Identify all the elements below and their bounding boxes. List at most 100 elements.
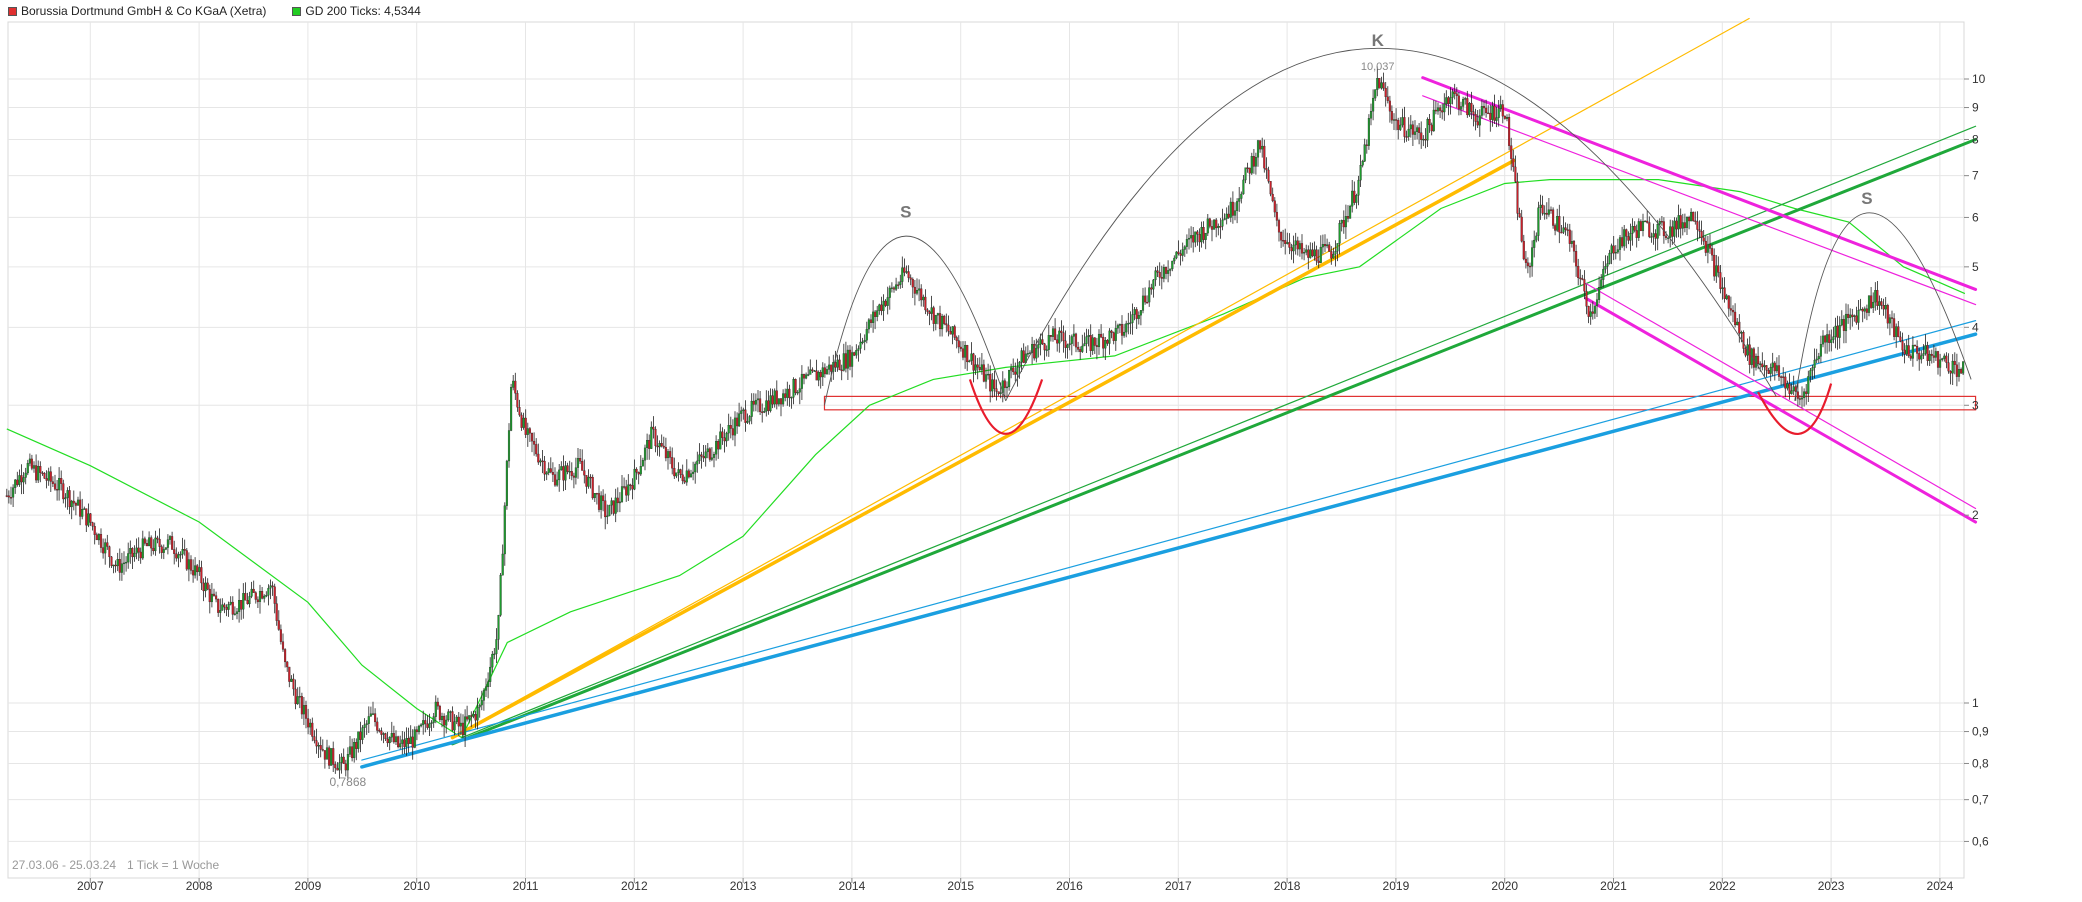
candle-body (1604, 266, 1607, 270)
candle-body (342, 756, 345, 764)
candle-body (851, 352, 854, 367)
candle-body (1206, 218, 1209, 234)
candle-body (1882, 305, 1885, 310)
candle-body (434, 701, 437, 717)
candle-body (1016, 367, 1019, 375)
candle-body (1311, 249, 1314, 257)
candle-body (451, 711, 454, 731)
candle-body (1773, 362, 1776, 372)
candle-body (296, 696, 299, 705)
candle-body (1639, 221, 1642, 232)
candle-body (1547, 209, 1550, 215)
candle-body (821, 367, 824, 378)
candle-body (472, 714, 475, 717)
axes-layer: 2007 2008 2009 2010 2011 2012 2013 2014 2015 2016… (77, 72, 1989, 893)
candle-body (970, 353, 973, 361)
candle-body (499, 574, 502, 616)
candle-body (1246, 167, 1249, 169)
candle-body (407, 738, 410, 744)
candle-body (160, 546, 163, 553)
candle-body (1047, 335, 1050, 350)
candle-body (411, 736, 414, 748)
candle-body (823, 367, 826, 375)
candle-body (154, 537, 157, 552)
candle-body (631, 485, 634, 490)
legend-item-price[interactable]: Borussia Dortmund GmbH & Co KGaA (Xetra) (8, 4, 266, 18)
candle-body (859, 341, 862, 349)
candle-body (58, 478, 61, 491)
candle-body (700, 454, 703, 457)
candle-body (376, 721, 379, 731)
candle-body (357, 731, 360, 749)
candle-body (1286, 242, 1289, 244)
candle-body (273, 586, 276, 604)
candle-body (876, 310, 879, 317)
candle-body (478, 704, 481, 708)
candle-body (1824, 335, 1827, 343)
candle-body (1363, 144, 1366, 162)
candle-body (1282, 240, 1285, 242)
candle-body (579, 458, 582, 462)
candle-body (872, 311, 875, 323)
candle-body (1323, 244, 1327, 247)
candle-body (1227, 213, 1230, 218)
candle-body (1953, 360, 1956, 365)
candle-body (568, 471, 571, 473)
candle-body (332, 748, 335, 765)
candle-body (710, 457, 713, 460)
candle-body (131, 548, 134, 558)
candle-body (765, 400, 768, 412)
legend-swatch-price (8, 6, 17, 16)
candle-body (72, 500, 75, 504)
candle-body (1957, 369, 1961, 377)
candle-body (660, 443, 663, 447)
x-tick-label: 2008 (186, 879, 213, 893)
candle-body (1560, 231, 1563, 234)
candle-body (648, 440, 651, 449)
candle-body (974, 364, 977, 371)
candle-body (1771, 362, 1774, 368)
candle-body (1888, 317, 1891, 324)
candle-body (1317, 260, 1320, 263)
candle-body (258, 591, 262, 602)
legend-item-sma[interactable]: GD 200 Ticks: 4,5344 (292, 4, 421, 18)
candle-body (489, 666, 492, 682)
candle-body (905, 271, 908, 273)
candle-body (1662, 221, 1665, 237)
candle-body (1219, 226, 1222, 228)
candle-body (1614, 252, 1617, 254)
candle-body (1190, 235, 1193, 239)
candle-body (1171, 260, 1174, 270)
candle-body (1328, 244, 1331, 252)
x-tick-label: 2017 (1165, 879, 1192, 893)
candle-body (1526, 262, 1529, 267)
candle-body (1102, 336, 1105, 349)
candle-body (1426, 119, 1429, 141)
candle-body (1936, 351, 1940, 368)
candle-body (991, 379, 994, 392)
candle-body (1068, 343, 1071, 346)
candle-body (708, 448, 711, 460)
candle-body (1022, 350, 1025, 363)
candle-body (848, 349, 852, 367)
candle-body (424, 720, 427, 725)
candle-body (53, 483, 57, 490)
candle-body (1522, 240, 1525, 260)
candle-body (120, 563, 123, 573)
candle-body (1708, 244, 1712, 249)
candle-body (1719, 272, 1722, 289)
candle-body (102, 547, 105, 554)
candle-body (1388, 100, 1391, 112)
candle-body (1131, 314, 1134, 323)
candle-body (1830, 339, 1833, 343)
candle-body (1074, 333, 1078, 348)
candle-body (1951, 360, 1954, 374)
candle-body (1018, 361, 1021, 368)
x-tick-label: 2007 (77, 879, 104, 893)
candle-body (1181, 249, 1184, 256)
candle-body (18, 475, 21, 485)
candle-body (1156, 270, 1159, 273)
candle-body (892, 287, 896, 290)
candle-body (1288, 242, 1291, 248)
